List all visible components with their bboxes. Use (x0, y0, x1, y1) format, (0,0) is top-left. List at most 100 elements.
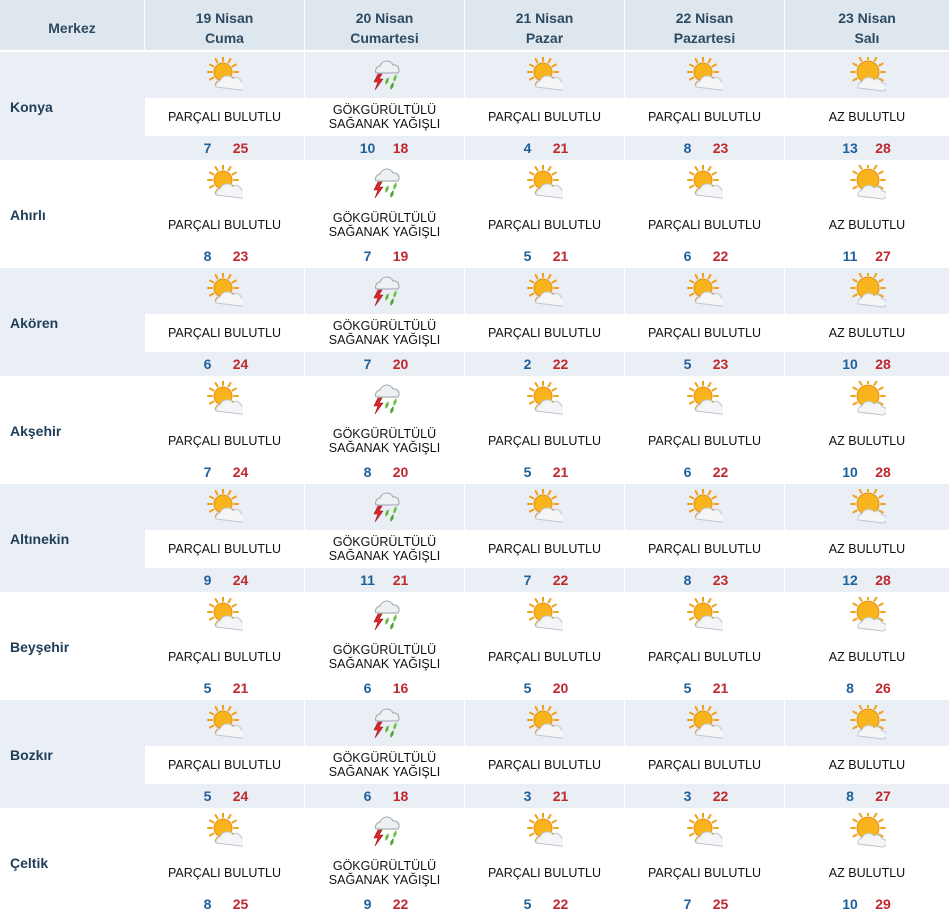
few-clouds-icon (849, 597, 886, 633)
max-temp: 28 (875, 572, 891, 588)
city-name[interactable]: Çeltik (10, 855, 49, 871)
partly-cloudy-icon (207, 813, 243, 849)
min-temp: 9 (203, 572, 212, 588)
weather-desc: PARÇALI BULUTLU (168, 326, 281, 340)
weather-desc: PARÇALI BULUTLU (168, 434, 281, 448)
max-temp: 16 (392, 680, 409, 696)
weather-desc: PARÇALI BULUTLU (648, 758, 761, 772)
weather-desc: PARÇALI BULUTLU (648, 218, 761, 232)
max-temp: 21 (552, 248, 569, 264)
weather-desc: AZ BULUTLU (828, 110, 906, 124)
icon-band (465, 160, 625, 206)
weather-desc-cell: AZ BULUTLU (785, 98, 950, 136)
day-date: 20 Nisan (355, 10, 414, 26)
temperatures: 6 22 (625, 464, 784, 480)
weather-desc-cell: PARÇALI BULUTLU (145, 530, 305, 568)
weather-desc: AZ BULUTLU (828, 542, 906, 556)
weather-desc: PARÇALI BULUTLU (648, 434, 761, 448)
city-name[interactable]: Bozkır (10, 747, 53, 763)
icon-band (625, 160, 785, 206)
icon-band (625, 484, 785, 530)
temperatures: 8 23 (625, 140, 784, 156)
max-temp: 24 (232, 572, 249, 588)
weather-desc: PARÇALI BULUTLU (648, 866, 761, 880)
icon-band (785, 808, 950, 854)
icon-band (625, 376, 785, 422)
thunderstorm-icon (367, 165, 403, 201)
partly-cloudy-icon (527, 165, 563, 201)
min-temp: 4 (523, 140, 532, 156)
merkez-label: Merkez (48, 20, 96, 36)
max-temp: 22 (392, 896, 409, 912)
icon-band (785, 592, 950, 638)
min-temp: 8 (683, 572, 692, 588)
weather-desc-cell: GÖKGÜRÜLTÜLÜ SAĞANAK YAĞIŞLI (305, 206, 465, 244)
temperatures: 6 22 (625, 248, 784, 264)
min-temp: 11 (360, 572, 375, 588)
city-name[interactable]: Akören (10, 315, 59, 331)
weather-desc: PARÇALI BULUTLU (488, 650, 601, 664)
temperatures: 7 22 (465, 572, 624, 588)
temperatures: 5 20 (465, 680, 624, 696)
icon-band (785, 268, 950, 314)
icon-band (785, 52, 950, 98)
weather-desc-line2: SAĞANAK YAĞIŞLI (328, 117, 441, 131)
city-row: Beyşehir PARÇALI BULUTLU 5 21 GÖKGÜRÜLTÜLÜ S… (0, 592, 950, 700)
city-cell: Altınekin (0, 484, 145, 592)
city-row: Konya PARÇALI BULUTLU 7 25 GÖKGÜRÜLTÜLÜ SAĞA… (0, 52, 950, 160)
city-name[interactable]: Akşehir (10, 423, 62, 439)
weather-desc-cell: PARÇALI BULUTLU (145, 854, 305, 892)
temp-band: 8 23 (625, 136, 785, 160)
weather-desc-cell: PARÇALI BULUTLU (625, 530, 785, 568)
partly-cloudy-icon (687, 813, 723, 849)
city-name[interactable]: Altınekin (10, 531, 70, 547)
day-date: 22 Nisan (675, 10, 734, 26)
temperatures: 5 21 (465, 464, 624, 480)
min-temp: 2 (523, 356, 532, 372)
day-date: 19 Nisan (195, 10, 254, 26)
min-temp: 7 (363, 356, 372, 372)
temp-band: 5 21 (465, 460, 625, 484)
temp-band: 5 23 (625, 352, 785, 376)
temp-band: 12 28 (785, 568, 950, 592)
city-name[interactable]: Konya (10, 99, 53, 115)
max-temp: 28 (875, 356, 891, 372)
weather-desc: PARÇALI BULUTLU (168, 218, 281, 232)
min-temp: 10 (842, 356, 858, 372)
city-cell: Akören (0, 268, 145, 376)
weather-desc: AZ BULUTLU (828, 218, 906, 232)
temperatures: 7 24 (145, 464, 304, 480)
weather-desc: PARÇALI BULUTLU (168, 650, 281, 664)
weather-desc-cell: PARÇALI BULUTLU (145, 314, 305, 352)
weather-desc-cell: PARÇALI BULUTLU (625, 422, 785, 460)
icon-band (785, 160, 950, 206)
min-temp: 8 (846, 788, 854, 804)
min-temp: 5 (683, 356, 692, 372)
weather-desc: PARÇALI BULUTLU (168, 542, 281, 556)
city-name[interactable]: Ahırlı (10, 207, 46, 223)
temp-band: 3 21 (465, 784, 625, 808)
partly-cloudy-icon (527, 381, 563, 417)
few-clouds-icon (849, 489, 886, 525)
weather-desc-line2: SAĞANAK YAĞIŞLI (328, 225, 441, 239)
min-temp: 7 (523, 572, 532, 588)
city-cell: Çeltik (0, 808, 145, 916)
temperatures: 11 27 (785, 248, 949, 264)
partly-cloudy-icon (527, 57, 563, 93)
temp-band: 7 25 (145, 136, 305, 160)
day-weekday: Salı (854, 30, 880, 46)
city-name[interactable]: Beyşehir (10, 639, 70, 655)
temp-band: 8 27 (785, 784, 950, 808)
day-header: 23 Nisan Salı (785, 0, 950, 50)
weather-desc-cell: PARÇALI BULUTLU (465, 206, 625, 244)
few-clouds-icon (849, 381, 886, 417)
temperatures: 6 24 (145, 356, 304, 372)
min-temp: 8 (203, 248, 212, 264)
thunderstorm-icon (367, 597, 403, 633)
day-header: 20 Nisan Cumartesi (305, 0, 465, 50)
weather-desc-cell: GÖKGÜRÜLTÜLÜ SAĞANAK YAĞIŞLI (305, 854, 465, 892)
temperatures: 7 19 (305, 248, 464, 264)
temperatures: 3 22 (625, 788, 784, 804)
max-temp: 21 (392, 572, 409, 588)
weather-desc-line2: SAĞANAK YAĞIŞLI (328, 441, 441, 455)
